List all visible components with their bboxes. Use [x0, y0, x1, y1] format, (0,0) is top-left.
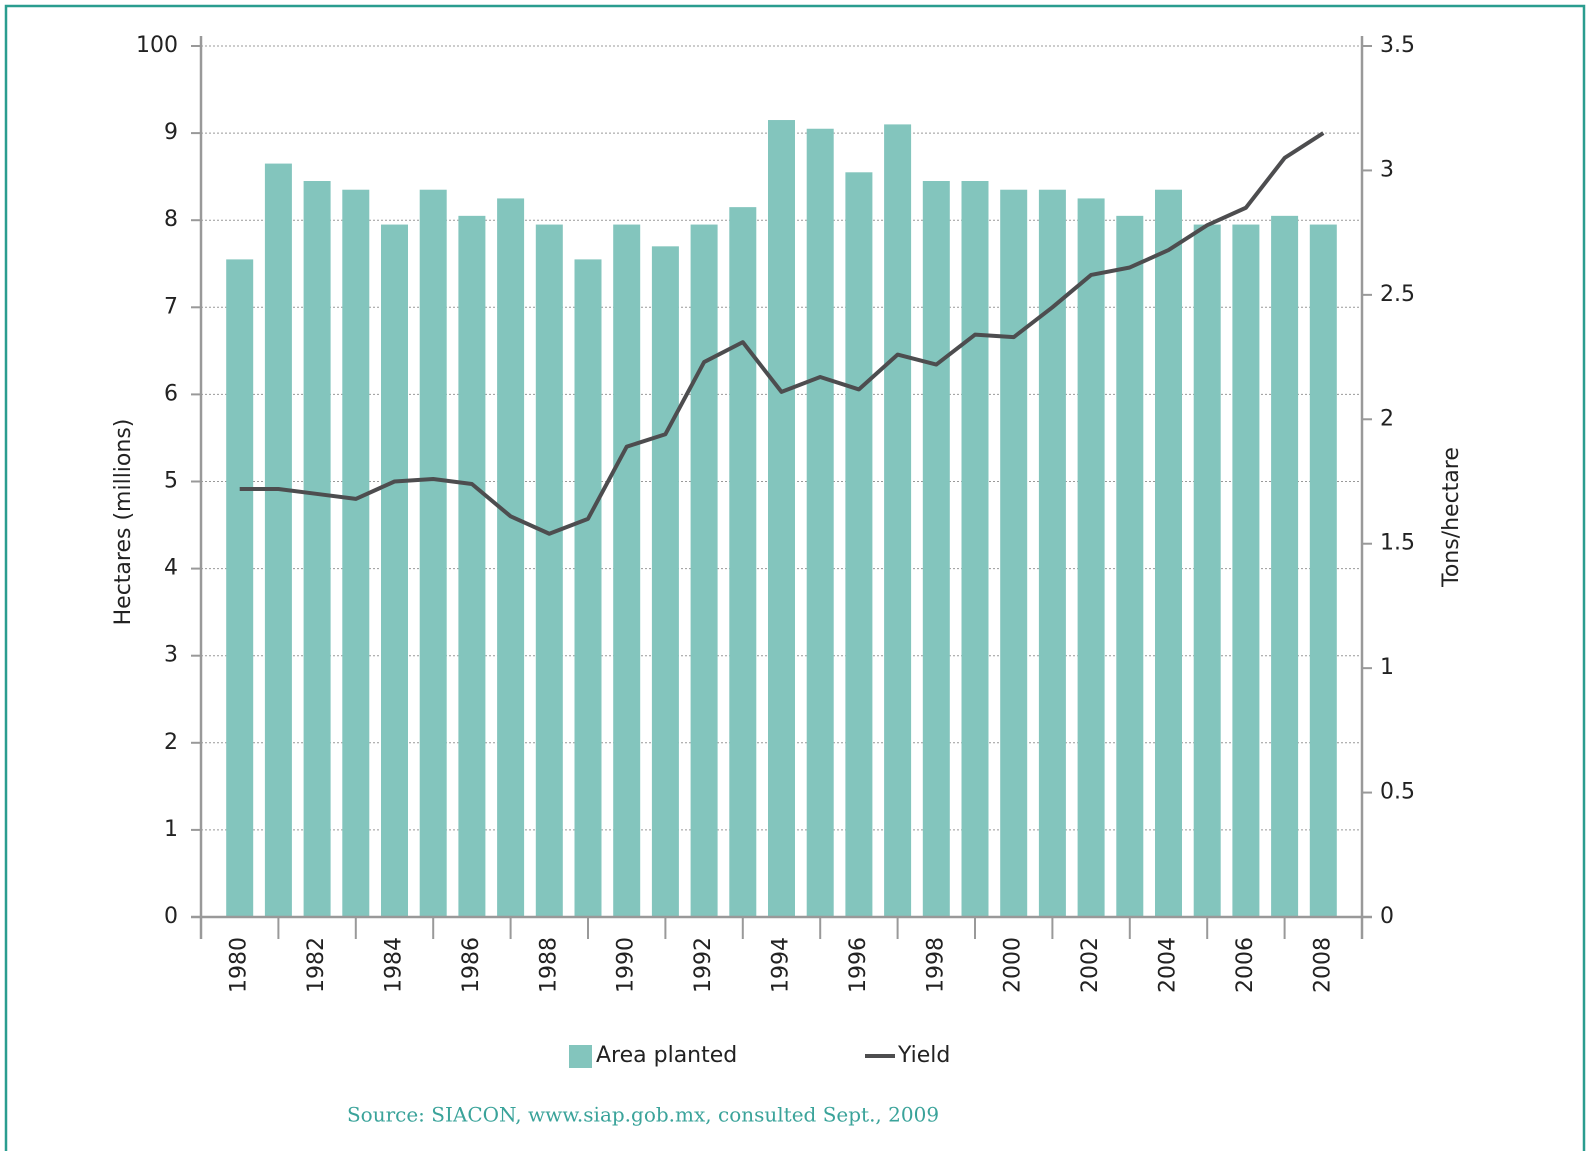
y2-tick-label: 2.5	[1380, 282, 1415, 307]
bar	[1232, 224, 1260, 917]
y-tick-label: 100	[136, 33, 178, 58]
bar	[1271, 215, 1299, 918]
frame	[4, 4, 1586, 1151]
bar	[1193, 224, 1221, 917]
x-tick-label: 1990	[614, 937, 639, 993]
x-tick-label: 1994	[769, 937, 794, 993]
y2-tick-label: 0	[1380, 904, 1394, 929]
bar	[419, 189, 447, 918]
bar	[1155, 189, 1182, 918]
bar	[458, 215, 486, 918]
bar	[729, 207, 757, 917]
bar	[342, 189, 370, 918]
bar	[264, 163, 292, 917]
bar	[806, 128, 834, 917]
bar	[381, 224, 408, 917]
bar	[226, 259, 254, 917]
x-tick-label: 1988	[536, 937, 561, 993]
y-tick-label: 8	[164, 207, 178, 232]
y2-tick-label: 1.5	[1380, 531, 1415, 556]
x-tick-label: 1986	[459, 937, 484, 993]
y2-tick-label: 1	[1380, 655, 1394, 680]
bar	[497, 198, 525, 918]
y-tick-label: 1	[164, 817, 178, 842]
bar	[961, 181, 989, 917]
y-tick-label: 7	[164, 294, 178, 319]
y-tick-label: 3	[164, 643, 178, 668]
x-tick-label: 2008	[1310, 937, 1335, 993]
x-tick-label: 2006	[1233, 937, 1258, 993]
y2-axis-label: Tons/hectare	[1439, 447, 1464, 588]
x-tick-label: 1998	[923, 937, 948, 993]
y-tick-label: 5	[164, 469, 178, 494]
bar	[1309, 224, 1337, 917]
y2-tick-label: 2	[1380, 406, 1394, 431]
y-tick-label: 9	[164, 120, 178, 145]
y2-tick-label: 3	[1380, 157, 1394, 182]
bar	[1038, 189, 1066, 918]
x-tick-label: 1980	[227, 937, 252, 993]
y-tick-label: 0	[164, 904, 178, 929]
source: Source: SIACON, www.siap.gob.mx, consult…	[347, 1103, 939, 1127]
yield-line	[239, 131, 1325, 536]
x-tick-label: 2004	[1156, 937, 1181, 993]
bar	[613, 224, 641, 917]
legend-label: Area planted	[596, 1043, 737, 1068]
y2-tick-label: 3.5	[1380, 33, 1415, 58]
bar	[768, 120, 795, 917]
y-tick-label: 4	[164, 556, 178, 581]
bar	[651, 246, 679, 917]
x-tick-label: 2002	[1078, 937, 1103, 993]
bar	[690, 224, 718, 917]
x-tick-label: 2000	[1001, 937, 1026, 993]
y-axis-label: Hectares (millions)	[111, 419, 136, 626]
x-tick-label: 1992	[691, 937, 716, 993]
bar	[574, 259, 602, 917]
bar	[1116, 215, 1144, 918]
bar	[1000, 189, 1028, 918]
bar	[922, 181, 950, 917]
bar	[535, 224, 563, 917]
bar	[884, 124, 912, 917]
y-tick-label: 2	[164, 730, 178, 755]
bar	[845, 172, 873, 918]
x-tick-label: 1984	[382, 937, 407, 993]
legend-label: Yield	[897, 1043, 950, 1068]
bar	[1077, 198, 1105, 918]
y2-tick-label: 0.5	[1380, 780, 1415, 805]
legend-swatch	[569, 1045, 592, 1068]
x-tick-label: 1982	[304, 937, 329, 993]
y-tick-label: 6	[164, 381, 178, 406]
bar	[303, 181, 331, 917]
x-tick-label: 1996	[846, 937, 871, 993]
